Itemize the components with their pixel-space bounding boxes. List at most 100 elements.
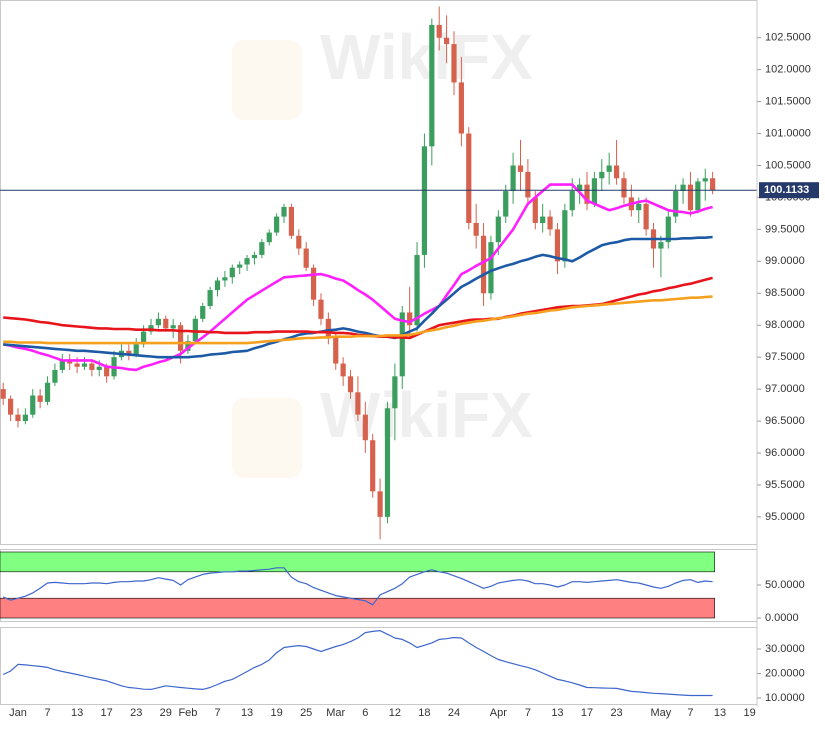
- candle-body: [259, 242, 265, 255]
- candle-body: [370, 440, 376, 492]
- candle-body: [658, 242, 664, 249]
- candle-body: [407, 312, 413, 326]
- candle-body: [421, 146, 428, 255]
- x-tick-label: 19: [743, 707, 755, 719]
- candle-body: [451, 44, 457, 83]
- candle-body: [52, 369, 58, 383]
- candle-body: [473, 222, 479, 236]
- candle-body: [636, 203, 642, 211]
- candle-body: [310, 267, 317, 300]
- y-tick-label: 98.5000: [765, 287, 805, 299]
- candle-body: [429, 24, 435, 147]
- candle-body: [525, 171, 531, 198]
- x-tick-label: 13: [241, 707, 253, 719]
- x-tick-label: Apr: [490, 707, 507, 719]
- candle-body: [200, 306, 206, 319]
- candle-body: [613, 165, 620, 179]
- candle-body: [96, 366, 102, 370]
- x-tick-label: Feb: [178, 707, 197, 719]
- candle-body: [170, 325, 176, 329]
- last-price-label: 100.1133: [764, 184, 809, 196]
- x-tick-label: 7: [44, 707, 50, 719]
- candle-body: [702, 178, 708, 182]
- candle-body: [126, 350, 132, 354]
- candle-body: [606, 165, 612, 172]
- y-tick-label: 102.0000: [765, 64, 811, 76]
- candle-body: [303, 248, 309, 268]
- candle-body: [392, 376, 398, 409]
- candle-body: [554, 229, 561, 262]
- x-tick-label: 19: [271, 707, 283, 719]
- candle-body: [495, 216, 501, 243]
- candle-body: [414, 254, 420, 326]
- candle-body: [244, 258, 250, 265]
- candle-body: [185, 341, 191, 351]
- candle-body: [0, 389, 6, 399]
- candle-body: [680, 184, 686, 192]
- y-tick-label: 98.0000: [765, 319, 805, 331]
- indicator-line: [2, 567, 713, 606]
- y-tick-label: 10.0000: [765, 692, 805, 704]
- candle-body: [214, 280, 221, 291]
- candle-body: [15, 414, 21, 422]
- candle-body: [288, 207, 295, 236]
- y-tick-label: 97.5000: [765, 351, 805, 363]
- x-tick-label: 25: [300, 707, 312, 719]
- candle-body: [89, 363, 95, 370]
- x-tick-label: 17: [581, 707, 593, 719]
- y-tick-label: 101.5000: [765, 95, 811, 107]
- y-tick-label: 96.5000: [765, 415, 805, 427]
- candle-body: [517, 165, 524, 172]
- candle-body: [104, 366, 110, 377]
- candle-body: [281, 207, 287, 217]
- logo-shape: [232, 398, 302, 478]
- band: [0, 597, 715, 619]
- candle-body: [30, 395, 36, 415]
- candle-body: [237, 264, 243, 268]
- x-tick-label: May: [651, 707, 672, 719]
- candle-body: [7, 398, 14, 415]
- candle-body: [318, 299, 324, 319]
- x-tick-label: Jan: [9, 707, 27, 719]
- candle-body: [710, 178, 716, 191]
- candle-body: [59, 360, 65, 370]
- watermark: WikiFX: [320, 379, 533, 451]
- y-tick-label: 95.0000: [765, 511, 805, 523]
- y-tick-label: 96.0000: [765, 447, 805, 459]
- x-tick-label: 23: [610, 707, 622, 719]
- x-tick-label: 7: [525, 707, 531, 719]
- candle-body: [673, 191, 679, 217]
- x-tick-label: 13: [714, 707, 726, 719]
- candle-body: [665, 216, 671, 243]
- candle-body: [229, 267, 235, 278]
- band: [0, 551, 715, 573]
- x-tick-label: 17: [101, 707, 113, 719]
- last-price-box: [759, 182, 819, 199]
- candle-body: [325, 318, 331, 338]
- candle-body: [466, 133, 472, 223]
- candle-body: [458, 82, 464, 134]
- candle-body: [540, 216, 546, 223]
- candle-body: [251, 254, 258, 259]
- candle-body: [643, 203, 649, 230]
- candle-body: [569, 191, 575, 211]
- candle-body: [577, 184, 583, 192]
- candle-body: [532, 197, 538, 223]
- x-tick-label: Mar: [326, 707, 345, 719]
- indicator-line: [3, 235, 713, 359]
- candle-body: [377, 491, 383, 517]
- y-tick-label: 100.5000: [765, 159, 811, 171]
- y-tick-label: 50.0000: [765, 579, 805, 591]
- x-tick-label: 7: [687, 707, 693, 719]
- candle-body: [340, 363, 346, 377]
- candle-body: [687, 184, 694, 211]
- y-tick-label: 30.0000: [765, 643, 805, 655]
- candle-body: [384, 408, 391, 517]
- x-tick-label: 7: [214, 707, 220, 719]
- logo-shape: [232, 40, 302, 120]
- candle-body: [399, 312, 405, 377]
- candle-body: [599, 171, 605, 179]
- candle-body: [333, 337, 339, 364]
- candle-body: [510, 165, 516, 192]
